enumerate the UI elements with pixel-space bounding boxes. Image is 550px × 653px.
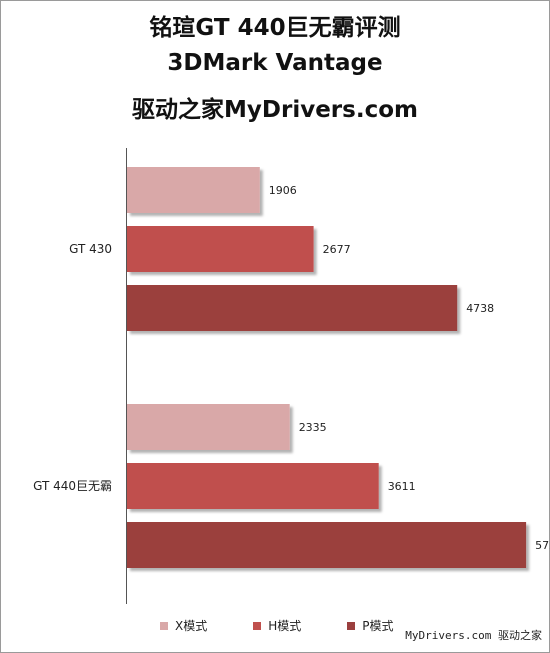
data-label: 3611 — [388, 480, 416, 493]
legend-item: P模式 — [347, 617, 394, 634]
chart-title-line-3: 驱动之家MyDrivers.com — [132, 97, 418, 123]
watermark: MyDrivers.com 驱动之家 — [405, 629, 542, 642]
bar-H模式-GT 440巨无霸 — [127, 463, 379, 509]
bar-X模式-GT 440巨无霸 — [127, 404, 290, 450]
bar-P模式-GT 430 — [127, 285, 458, 331]
data-label: 1906 — [269, 184, 297, 197]
legend-swatch — [160, 621, 168, 630]
data-label: 5726 — [535, 539, 550, 552]
legend: X模式 H模式 P模式 — [160, 617, 394, 634]
chart-title-line-2: 3DMark Vantage — [167, 50, 383, 76]
data-label: 2335 — [299, 421, 327, 434]
bar-P模式-GT 440巨无霸 — [127, 522, 527, 568]
legend-label: X模式 — [175, 619, 208, 633]
bar-X模式-GT 430 — [127, 167, 260, 213]
legend-item: H模式 — [253, 617, 301, 634]
data-label: 4738 — [466, 302, 494, 315]
chart-title-line-1: 铭瑄GT 440巨无霸评测 — [149, 15, 401, 41]
category-label: GT 430 — [69, 242, 112, 256]
category-label: GT 440巨无霸 — [33, 479, 112, 493]
data-label: 2677 — [323, 243, 351, 256]
legend-item: X模式 — [160, 617, 207, 634]
legend-swatch — [347, 621, 356, 630]
bar-H模式-GT 430 — [127, 226, 314, 272]
legend-label: P模式 — [362, 619, 394, 633]
legend-swatch — [253, 621, 262, 630]
legend-label: H模式 — [268, 619, 302, 633]
